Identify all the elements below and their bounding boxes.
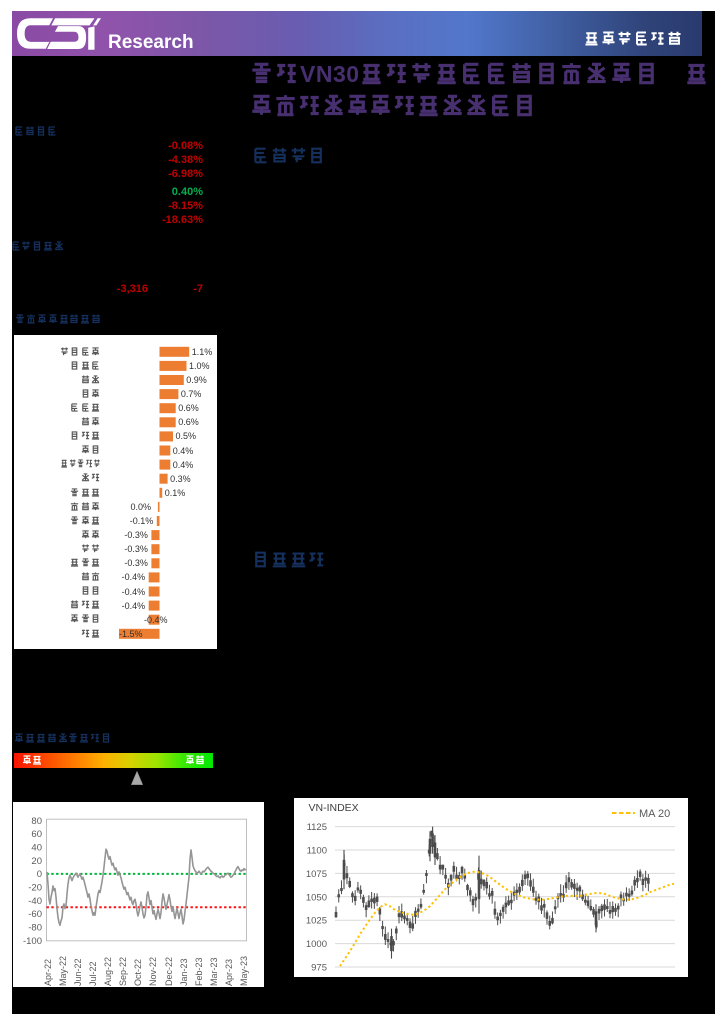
svg-text:0: 0: [37, 869, 42, 880]
svg-text:1075: 1075: [306, 869, 327, 880]
svg-text:-80: -80: [28, 923, 42, 934]
svg-text:-60: -60: [28, 909, 42, 920]
svg-text:60: 60: [31, 829, 42, 840]
svg-text:1125: 1125: [307, 822, 327, 833]
svg-text:-20: -20: [28, 883, 42, 894]
svg-text:80: 80: [31, 816, 42, 827]
svg-text:MA 20: MA 20: [639, 808, 670, 820]
svg-text:-40: -40: [28, 896, 42, 907]
svg-text:975: 975: [311, 963, 327, 974]
svg-text:1050: 1050: [306, 892, 327, 903]
svg-text:1100: 1100: [307, 846, 327, 857]
svg-text:40: 40: [31, 843, 42, 854]
svg-text:1025: 1025: [306, 916, 327, 927]
svg-text:1000: 1000: [306, 939, 327, 950]
svg-text:VN-INDEX: VN-INDEX: [309, 802, 359, 814]
svg-text:-100: -100: [23, 936, 42, 947]
svg-text:20: 20: [31, 856, 42, 867]
